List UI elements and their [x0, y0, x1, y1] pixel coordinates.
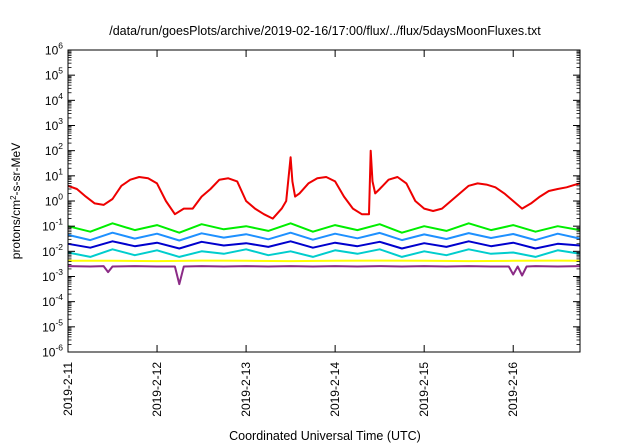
series-line-4	[67, 240, 581, 250]
y-tick-label: 10-3	[42, 267, 63, 284]
series-line-6	[67, 222, 581, 234]
x-tick-label: 2019-2-11	[61, 362, 75, 416]
y-tick-label: 100	[45, 192, 63, 209]
y-tick-label: 102	[45, 141, 63, 158]
x-tick-label: 2019-2-12	[150, 362, 164, 417]
series-layer	[67, 149, 581, 286]
x-tick-label: 2019-2-15	[417, 362, 431, 417]
series-line-2	[68, 259, 581, 263]
x-tick-label: 2019-2-13	[239, 362, 253, 417]
y-tick-label: 104	[45, 91, 63, 108]
y-tick-label: 103	[45, 116, 63, 133]
y-axis-label-sup: 2	[9, 195, 18, 200]
y-tick-label: 101	[45, 166, 63, 183]
plot-frame	[67, 49, 581, 353]
series-line-7	[67, 149, 581, 220]
series-line-3	[67, 248, 581, 258]
y-tick-label: 10-5	[42, 317, 63, 334]
series-line-5	[67, 231, 581, 242]
x-axis-label: Coordinated Universal Time (UTC)	[229, 429, 421, 443]
y-tick-label: 10-2	[42, 242, 63, 259]
y-tick-label: 10-6	[42, 343, 63, 360]
chart-title: /data/run/goesPlots/archive/2019-02-16/1…	[109, 24, 541, 38]
y-tick-label: 105	[45, 66, 63, 83]
y-axis-label: protons/cm2-s-sr-MeV	[9, 143, 23, 259]
series-line-1	[67, 265, 581, 286]
ticks-layer: 10-6 10-5 10-4 10-3 10-2 10-1 100 101 102 103 104 1…	[42, 41, 580, 417]
y-tick-label: 106	[45, 41, 63, 58]
y-tick-label: 10-1	[42, 217, 63, 234]
x-tick-label: 2019-2-14	[328, 362, 342, 417]
y-tick-label: 10-4	[42, 292, 63, 309]
x-tick-label: 2019-2-16	[506, 362, 520, 417]
